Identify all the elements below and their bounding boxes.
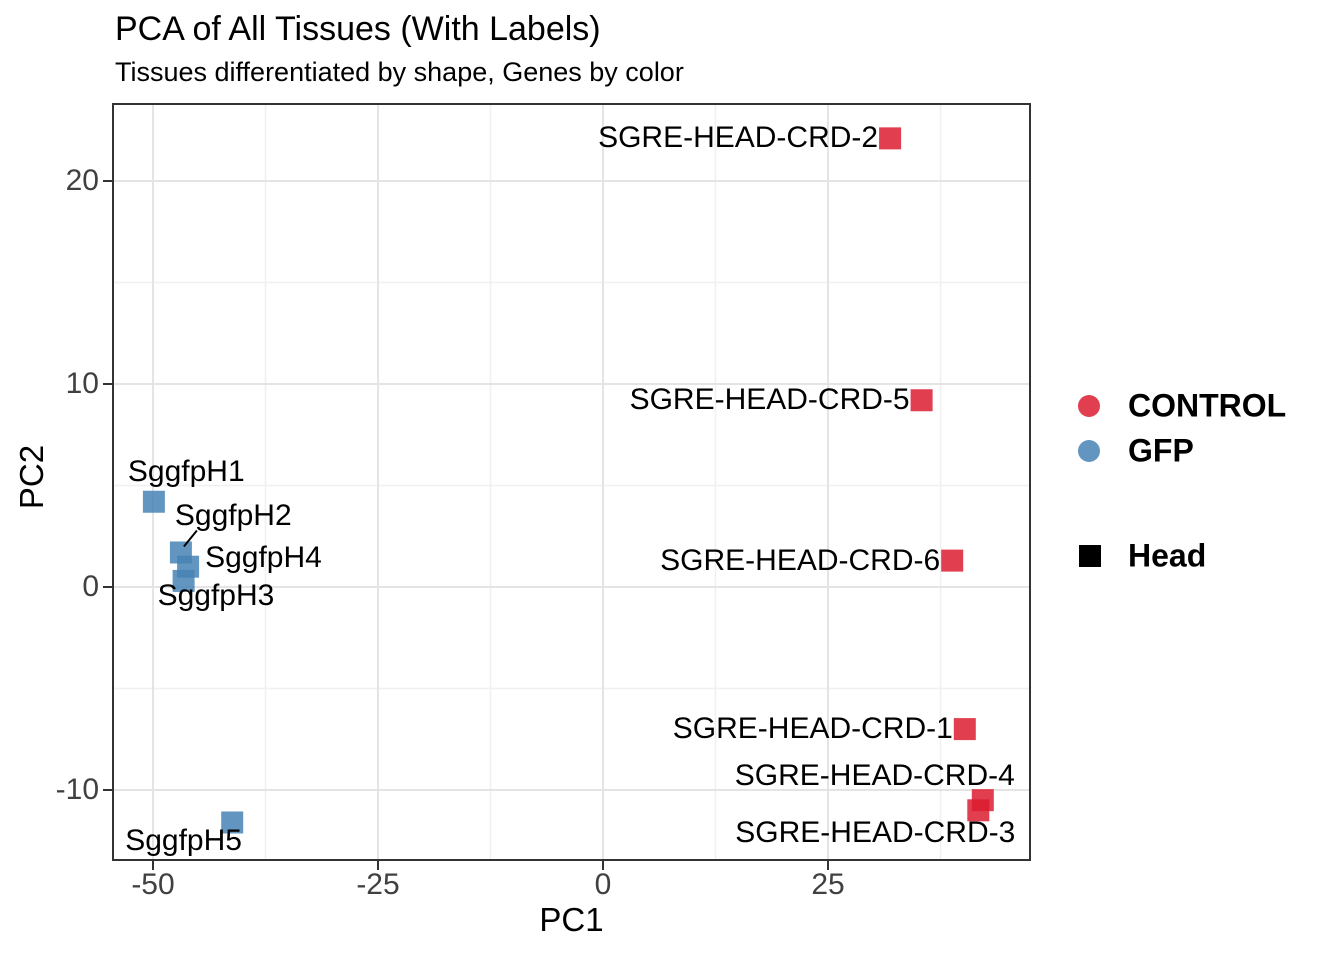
- point-label: SggfpH5: [125, 824, 242, 858]
- data-point-square-control: [879, 127, 902, 150]
- data-point-square-gfp: [221, 811, 244, 834]
- point-label: SggfpH4: [205, 540, 322, 574]
- x-tick-label: 0: [594, 868, 612, 901]
- point-label: SGRE-HEAD-CRD-6: [660, 543, 941, 577]
- point-label: SGRE-HEAD-CRD-2: [598, 121, 879, 155]
- legend-label-head: Head: [1128, 537, 1207, 574]
- y-tick-label: 10: [65, 367, 99, 400]
- data-point-square-gfp: [172, 569, 195, 592]
- point-label: SGRE-HEAD-CRD-5: [629, 383, 910, 417]
- legend-key-gfp: [1078, 440, 1100, 462]
- point-label: SggfpH3: [157, 578, 275, 612]
- legend-label-control: CONTROL: [1128, 387, 1287, 424]
- legend-key-head: [1079, 545, 1101, 567]
- point-label: SGRE-HEAD-CRD-4: [734, 759, 1015, 793]
- y-tick-label: 20: [65, 164, 99, 197]
- legend-key-control: [1078, 395, 1100, 417]
- data-point-square-control: [967, 799, 990, 822]
- point-label: SGRE-HEAD-CRD-3: [735, 816, 1016, 850]
- x-axis-title: PC1: [539, 901, 604, 938]
- y-tick-label: -10: [55, 773, 99, 806]
- data-point-square-control: [953, 718, 976, 741]
- point-label: SggfpH1: [127, 454, 245, 488]
- chart-subtitle: Tissues differentiated by shape, Genes b…: [115, 57, 684, 87]
- point-label: SGRE-HEAD-CRD-1: [672, 712, 953, 746]
- x-tick-label: 25: [811, 868, 845, 901]
- chart-title: PCA of All Tissues (With Labels): [115, 10, 601, 48]
- panel-border: [112, 103, 1031, 861]
- data-point-square-control: [910, 389, 933, 412]
- y-axis-title: PC2: [13, 444, 50, 510]
- legend-label-gfp: GFP: [1128, 432, 1194, 469]
- data-point-square-control: [941, 549, 964, 572]
- x-tick-label: -50: [131, 868, 175, 901]
- label-leader-line: [183, 529, 198, 548]
- x-tick-label: -25: [356, 868, 400, 901]
- data-point-square-gfp: [142, 490, 165, 513]
- y-tick-label: 0: [82, 570, 99, 603]
- point-label: SggfpH2: [174, 499, 292, 533]
